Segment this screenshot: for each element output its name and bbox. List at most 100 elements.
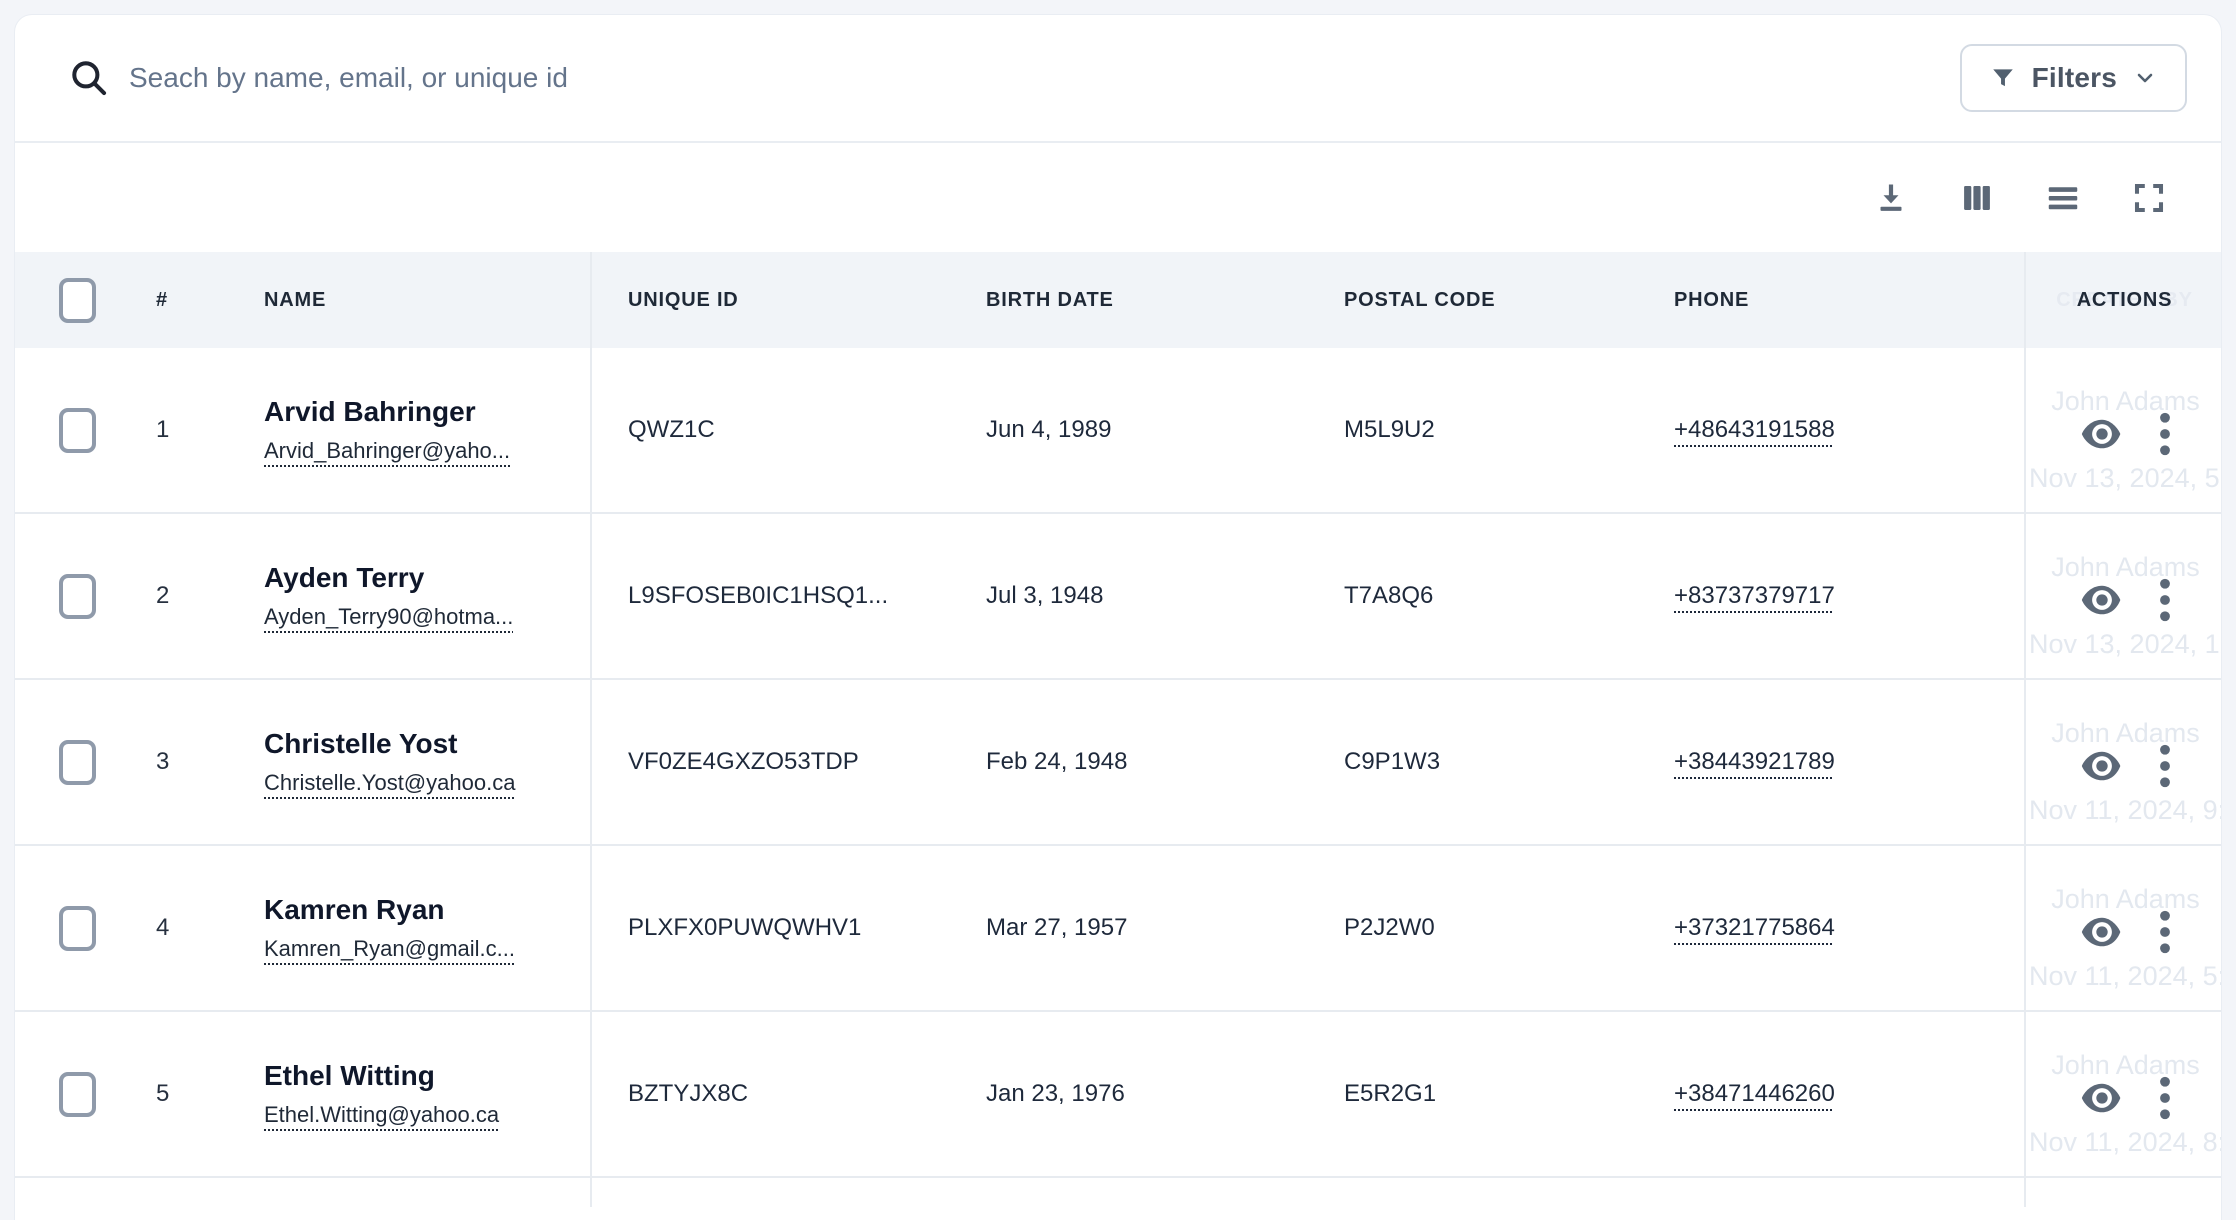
- header-actions: ACTIONS: [2076, 288, 2173, 311]
- kebab-menu-icon: [2158, 1076, 2172, 1120]
- postal-code-cell: P2J2W0: [1344, 914, 1435, 941]
- eye-icon: [2080, 749, 2124, 783]
- created-at-ghost-date: Nov 11, 2024, 8:1: [2029, 1127, 2222, 1157]
- chevron-down-icon: [2133, 66, 2157, 90]
- fullscreen-icon: [2131, 180, 2167, 216]
- actions-cell: John Adams Nov 11, 2024, 9:0: [2024, 680, 2222, 844]
- actions-cell: John Adams Nov 13, 2024, 12: [2024, 514, 2222, 678]
- filter-funnel-icon: [1990, 65, 2016, 91]
- phone-link[interactable]: +83737379717: [1674, 582, 1835, 609]
- unique-id-cell: BZTYJX8C: [590, 1012, 950, 1176]
- unique-id-cell: QWZ1C: [590, 348, 950, 512]
- filters-button[interactable]: Filters: [1959, 44, 2187, 112]
- header-unique-id: UNIQUE ID: [590, 252, 950, 348]
- table-body: 1 Arvid Bahringer Arvid_Bahringer@yaho..…: [15, 348, 2221, 1178]
- header-index: #: [156, 288, 168, 311]
- actions-cell: John Adams Nov 11, 2024, 8:1: [2024, 1012, 2222, 1176]
- person-name: Kamren Ryan: [264, 893, 445, 925]
- header-birth-date: BIRTH DATE: [986, 288, 1114, 311]
- created-by-ghost-name: John Adams: [2051, 386, 2200, 416]
- birth-date-cell: Jul 3, 1948: [986, 582, 1104, 609]
- unique-id-cell: VF0ZE4GXZO53TDP: [590, 680, 950, 844]
- table-toolbar: [15, 143, 2221, 252]
- table-row: 3 Christelle Yost Christelle.Yost@yahoo.…: [15, 680, 2221, 846]
- row-checkbox[interactable]: [59, 905, 96, 951]
- person-name: Arvid Bahringer: [264, 395, 476, 427]
- download-button[interactable]: [1871, 178, 1911, 218]
- table-row: 5 Ethel Witting Ethel.Witting@yahoo.ca B…: [15, 1012, 2221, 1178]
- birth-date-cell: Jun 4, 1989: [986, 416, 1112, 443]
- kebab-menu-icon: [2158, 744, 2172, 788]
- header-name: NAME: [264, 288, 327, 311]
- person-email-link[interactable]: Christelle.Yost@yahoo.ca: [264, 770, 516, 796]
- created-by-ghost-cell: John Adams Nov 11, 2024, 5:3: [2026, 846, 2222, 1010]
- created-at-ghost-date: Nov 13, 2024, 12: [2029, 629, 2222, 659]
- row-menu-button[interactable]: [2158, 910, 2172, 954]
- birth-date-cell: Feb 24, 1948: [986, 748, 1128, 775]
- postal-code-cell: C9P1W3: [1344, 748, 1441, 775]
- kebab-menu-icon: [2158, 578, 2172, 622]
- created-at-ghost-date: Nov 11, 2024, 9:0: [2029, 795, 2222, 825]
- row-index: 4: [156, 914, 170, 941]
- filters-button-label: Filters: [2031, 62, 2117, 93]
- person-email-link[interactable]: Ethel.Witting@yahoo.ca: [264, 1102, 500, 1128]
- row-menu-button[interactable]: [2158, 1076, 2172, 1120]
- row-checkbox[interactable]: [59, 573, 96, 619]
- created-by-ghost-name: John Adams: [2051, 718, 2200, 748]
- person-email-link[interactable]: Arvid_Bahringer@yaho...: [264, 438, 511, 464]
- created-by-ghost-cell: John Adams Nov 11, 2024, 9:0: [2026, 680, 2222, 844]
- person-name: Christelle Yost: [264, 727, 458, 759]
- columns-icon: [1959, 180, 1995, 216]
- columns-button[interactable]: [1957, 178, 1997, 218]
- phone-link[interactable]: +48643191588: [1674, 416, 1835, 443]
- row-menu-button[interactable]: [2158, 744, 2172, 788]
- eye-icon: [2080, 417, 2124, 451]
- table-row: 1 Arvid Bahringer Arvid_Bahringer@yaho..…: [15, 348, 2221, 514]
- person-email-link[interactable]: Ayden_Terry90@hotma...: [264, 604, 514, 630]
- created-by-ghost-cell: John Adams Nov 13, 2024, 12: [2026, 514, 2222, 678]
- postal-code-cell: E5R2G1: [1344, 1080, 1437, 1107]
- search-input[interactable]: [129, 48, 1960, 108]
- created-at-ghost-date: Nov 11, 2024, 5:3: [2029, 961, 2222, 991]
- person-name: Ethel Witting: [264, 1059, 435, 1091]
- postal-code-cell: M5L9U2: [1344, 416, 1435, 443]
- row-menu-button[interactable]: [2158, 412, 2172, 456]
- search-icon: [67, 56, 111, 100]
- row-menu-button[interactable]: [2158, 578, 2172, 622]
- view-button[interactable]: [2080, 583, 2124, 617]
- eye-icon: [2080, 583, 2124, 617]
- phone-link[interactable]: +38471446260: [1674, 1080, 1835, 1107]
- view-button[interactable]: [2080, 915, 2124, 949]
- data-table-card: Filters: [14, 14, 2222, 1220]
- birth-date-cell: Mar 27, 1957: [986, 914, 1128, 941]
- fullscreen-button[interactable]: [2129, 178, 2169, 218]
- row-density-button[interactable]: [2043, 178, 2083, 218]
- search-bar: Filters: [15, 15, 2221, 143]
- view-button[interactable]: [2080, 417, 2124, 451]
- row-index: 1: [156, 416, 170, 443]
- row-checkbox[interactable]: [59, 1071, 96, 1117]
- row-index: 2: [156, 582, 170, 609]
- header-phone: PHONE: [1674, 288, 1750, 311]
- phone-link[interactable]: +37321775864: [1674, 914, 1835, 941]
- created-by-ghost-name: John Adams: [2051, 552, 2200, 582]
- download-icon: [1873, 180, 1909, 216]
- row-checkbox[interactable]: [59, 739, 96, 785]
- header-created-by-ghost: CREATED BY: [2056, 288, 2193, 311]
- row-checkbox[interactable]: [59, 407, 96, 453]
- select-all-checkbox[interactable]: [59, 277, 96, 323]
- phone-link[interactable]: +38443921789: [1674, 748, 1835, 775]
- view-button[interactable]: [2080, 749, 2124, 783]
- created-at-ghost-date: Nov 13, 2024, 5:4: [2029, 463, 2222, 493]
- person-email-link[interactable]: Kamren_Ryan@gmail.c...: [264, 936, 515, 962]
- person-name: Ayden Terry: [264, 561, 425, 593]
- kebab-menu-icon: [2158, 412, 2172, 456]
- birth-date-cell: Jan 23, 1976: [986, 1080, 1125, 1107]
- header-postal-code: POSTAL CODE: [1344, 288, 1496, 311]
- created-by-ghost-cell: John Adams Nov 13, 2024, 5:4: [2026, 348, 2222, 512]
- postal-code-cell: T7A8Q6: [1344, 582, 1434, 609]
- table-row: 4 Kamren Ryan Kamren_Ryan@gmail.c... PLX…: [15, 846, 2221, 1012]
- view-button[interactable]: [2080, 1081, 2124, 1115]
- eye-icon: [2080, 1081, 2124, 1115]
